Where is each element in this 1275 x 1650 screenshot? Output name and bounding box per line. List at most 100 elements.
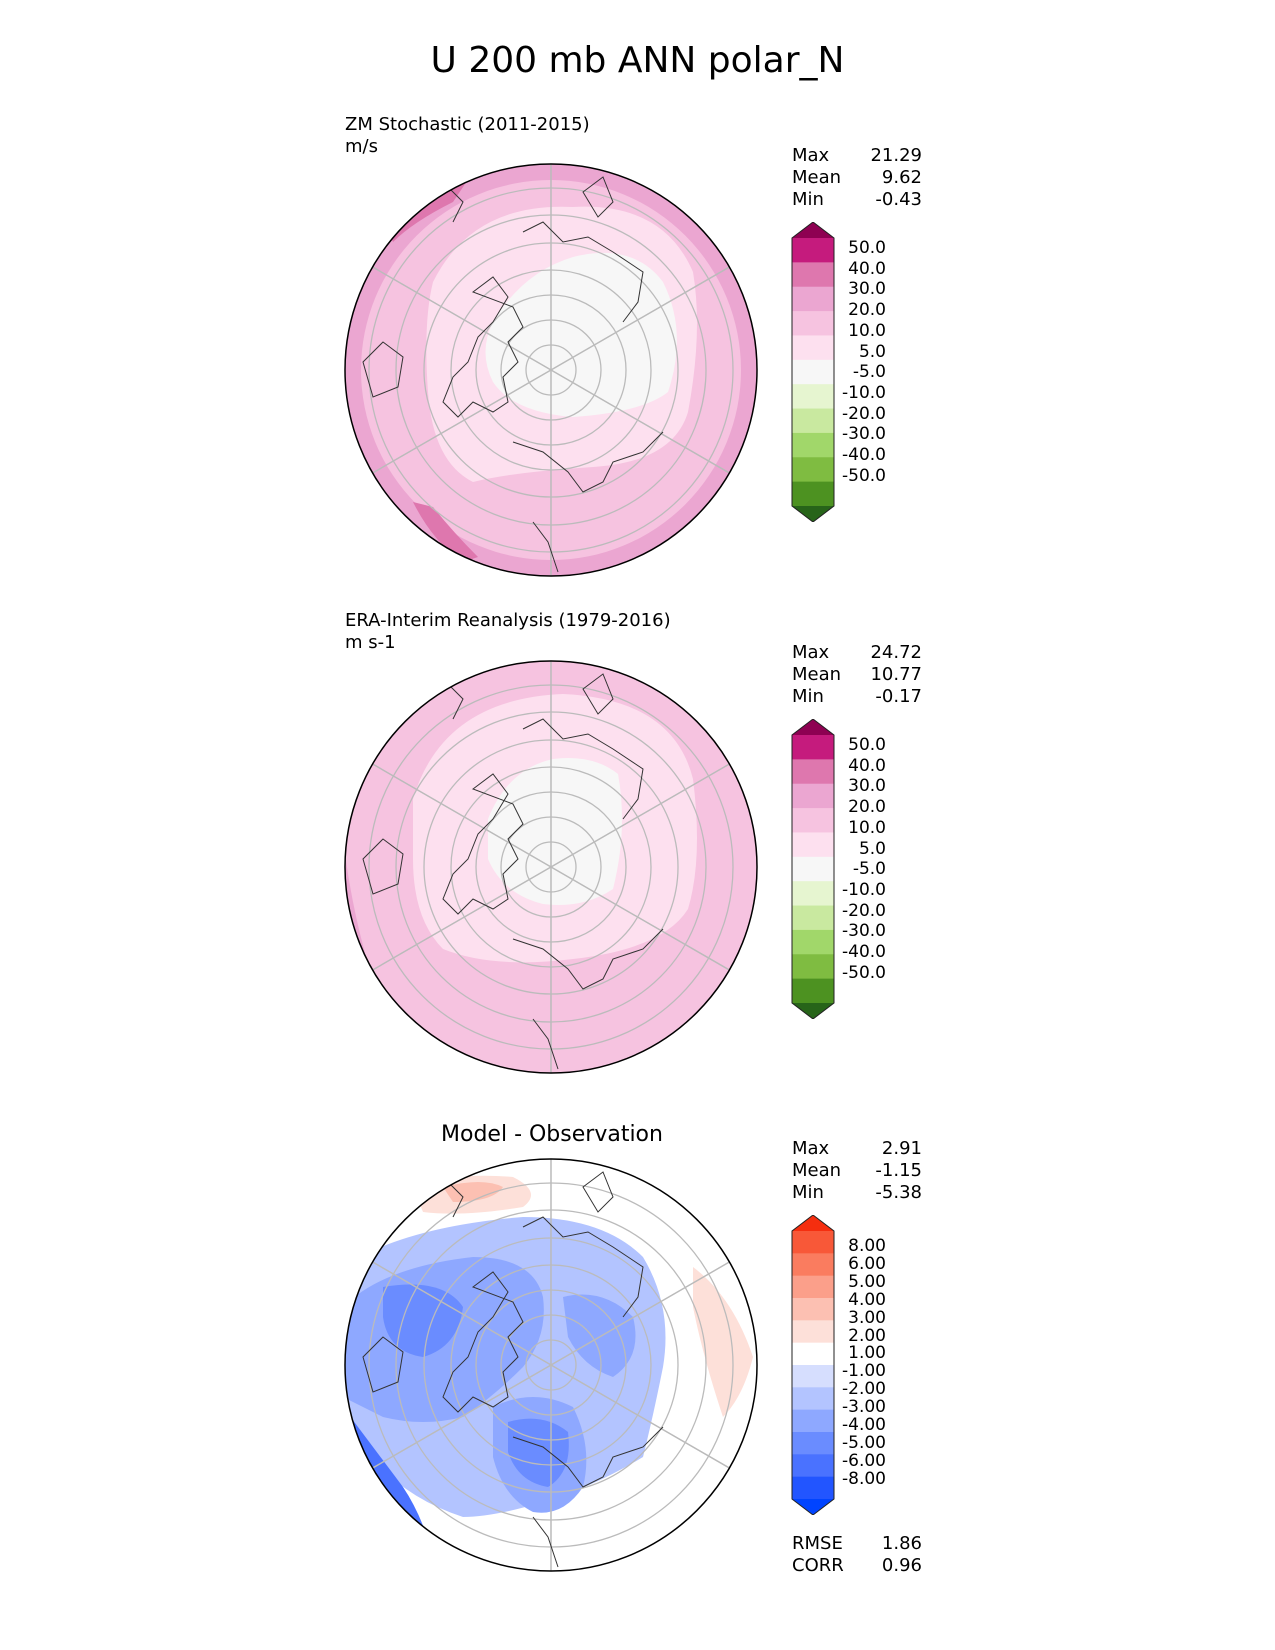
model-colorbar-swatch-7	[792, 384, 834, 410]
diff-colorbar-swatch-2	[792, 1253, 834, 1277]
obs-colorbar-tick-label: -40.0	[842, 942, 886, 962]
obs-stats: Max 24.72 Mean 10.77 Min -0.17	[792, 642, 922, 708]
obs-colorbar-tick-label: 20.0	[848, 797, 886, 818]
model-colorbar-swatch-10	[792, 457, 834, 483]
obs-colorbar-swatch-2	[792, 759, 834, 785]
obs-colorbar-tick-label: -5.0	[852, 859, 886, 880]
meridian-6	[360, 1254, 742, 1476]
obs-colorbar-tick-label: 10.0	[848, 817, 886, 838]
obs-panel-title: ERA-Interim Reanalysis (1979-2016) m s-1	[345, 610, 671, 654]
model-title-text: ZM Stochastic (2011-2015)	[345, 114, 590, 135]
model-contour-high-sw	[413, 502, 478, 562]
diff-stat-min-label: Min	[792, 1182, 824, 1203]
diff-metrics: RMSE 1.86 CORR 0.96	[792, 1533, 922, 1577]
obs-polar-map	[344, 660, 758, 1074]
obs-stat-max: Max 24.72	[792, 642, 922, 664]
diff-colorbar-swatch-5	[792, 1320, 834, 1344]
diff-colorbar-tick-label: 4.00	[848, 1289, 886, 1310]
obs-colorbar-tick-label: -20.0	[842, 900, 886, 921]
obs-colorbar	[791, 719, 835, 1019]
diff-stat-mean-label: Mean	[792, 1160, 842, 1181]
diff-colorbar-tick-label: -6.00	[842, 1450, 886, 1471]
model-colorbar-tick-label: 40.0	[848, 258, 886, 279]
diff-colorbar-tick-label: 8.00	[848, 1236, 886, 1256]
model-stat-max: Max 21.29	[792, 145, 922, 167]
model-colorbar-tick-label: 50.0	[848, 238, 886, 258]
obs-stat-max-label: Max	[792, 642, 830, 663]
obs-colorbar-swatch-9	[792, 929, 834, 955]
diff-colorbar-tick-label: -3.00	[842, 1397, 886, 1418]
diff-contour-minus2-minus3-east	[563, 1294, 636, 1377]
diff-stat-max-label: Max	[792, 1138, 830, 1159]
diff-metric-corr: CORR 0.96	[792, 1555, 922, 1577]
diff-colorbar-swatch-12	[792, 1476, 834, 1500]
model-colorbar-swatch-0	[792, 222, 834, 238]
model-colorbar-tick-label: 30.0	[848, 279, 886, 300]
obs-colorbar-tick-label: 40.0	[848, 755, 886, 776]
model-colorbar-swatch-12	[792, 506, 834, 522]
diff-colorbar-swatch-4	[792, 1298, 834, 1321]
obs-contour-pole	[488, 758, 622, 905]
obs-colorbar-swatch-8	[792, 905, 834, 931]
model-colorbar-swatch-1	[792, 238, 834, 263]
diff-colorbar-tick-label: -1.00	[842, 1361, 886, 1382]
obs-colorbar-swatch-10	[792, 954, 834, 980]
diff-colorbar-tick-label: -4.00	[842, 1415, 886, 1435]
model-stat-max-value: 21.29	[870, 145, 922, 166]
diff-colorbar-swatch-0	[792, 1215, 834, 1231]
obs-stat-min-value: -0.17	[875, 686, 922, 707]
diff-metric-rmse-value: 1.86	[881, 1533, 922, 1554]
obs-colorbar-swatch-1	[792, 735, 834, 760]
obs-colorbar-tick-label: -10.0	[842, 879, 886, 900]
diff-colorbar-swatch-6	[792, 1342, 834, 1366]
obs-stat-mean-value: 10.77	[870, 664, 922, 685]
diff-metric-corr-label: CORR	[792, 1555, 844, 1576]
obs-colorbar-tick-label: -50.0	[842, 962, 886, 983]
diff-stat-mean-value: -1.15	[875, 1160, 922, 1181]
diff-filled-contours	[345, 1159, 757, 1571]
model-units-text: m/s	[345, 136, 378, 157]
model-colorbar	[791, 222, 835, 522]
obs-colorbar-tick-label: -30.0	[842, 921, 886, 942]
model-colorbar-swatch-11	[792, 481, 834, 507]
obs-title-text: ERA-Interim Reanalysis (1979-2016)	[345, 610, 671, 631]
diff-colorbar-swatch-1	[792, 1231, 834, 1254]
obs-filled-contours	[345, 661, 757, 1073]
diff-coastlines	[362, 1171, 664, 1568]
diff-stat-min-value: -5.38	[875, 1182, 922, 1203]
obs-colorbar-tick-label: 5.0	[858, 838, 886, 859]
obs-colorbar-swatch-4	[792, 808, 834, 833]
model-colorbar-tick-label: -50.0	[842, 465, 886, 486]
model-colorbar-swatch-5	[792, 335, 834, 361]
model-colorbar-swatch-9	[792, 432, 834, 458]
diff-colorbar-swatch-3	[792, 1275, 834, 1299]
model-colorbar-swatch-2	[792, 262, 834, 288]
diff-colorbar-swatch-11	[792, 1454, 834, 1478]
diff-metric-corr-value: 0.96	[881, 1555, 922, 1576]
diff-colorbar-tick-label: -2.00	[842, 1379, 886, 1400]
obs-stat-min: Min -0.17	[792, 686, 922, 708]
diff-colorbar-tick-label: 1.00	[848, 1343, 886, 1364]
diff-metric-rmse: RMSE 1.86	[792, 1533, 922, 1555]
diff-stat-mean: Mean -1.15	[792, 1160, 922, 1182]
obs-stat-mean: Mean 10.77	[792, 664, 922, 686]
diff-colorbar-outline	[791, 1215, 835, 1515]
diff-colorbar-swatch-9	[792, 1409, 834, 1433]
model-stat-mean: Mean 9.62	[792, 167, 922, 189]
diff-contour-plus2-plus3-north	[443, 1182, 503, 1202]
model-colorbar-tick-label: 20.0	[848, 300, 886, 321]
diff-colorbar-tick-label: -8.00	[842, 1468, 886, 1489]
obs-stat-mean-label: Mean	[792, 664, 842, 685]
obs-colorbar-swatch-7	[792, 881, 834, 907]
model-colorbar-swatch-3	[792, 286, 834, 312]
model-stat-max-label: Max	[792, 145, 830, 166]
diff-metric-rmse-label: RMSE	[792, 1533, 843, 1554]
diff-colorbar-swatch-8	[792, 1387, 834, 1411]
model-stat-min: Min -0.43	[792, 189, 922, 211]
diff-stat-min: Min -5.38	[792, 1182, 922, 1204]
diff-colorbar-tick-label: 6.00	[848, 1253, 886, 1274]
obs-units-text: m s-1	[345, 632, 396, 653]
obs-stat-max-value: 24.72	[870, 642, 922, 663]
obs-colorbar-swatch-12	[792, 1003, 834, 1019]
model-colorbar-swatch-4	[792, 311, 834, 336]
